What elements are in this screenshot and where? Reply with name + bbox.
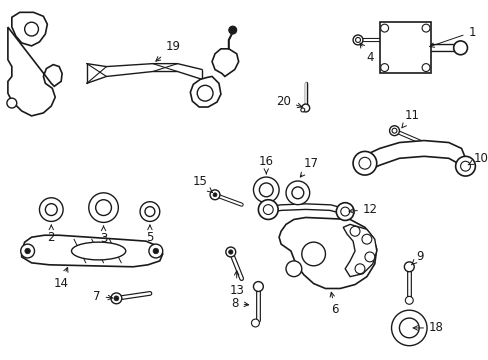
Circle shape [153, 248, 158, 254]
Text: 15: 15 [192, 175, 212, 193]
Circle shape [405, 296, 412, 304]
Circle shape [358, 157, 370, 169]
Circle shape [253, 282, 263, 292]
Circle shape [45, 204, 57, 216]
Circle shape [285, 181, 309, 204]
Circle shape [354, 264, 364, 274]
Circle shape [421, 24, 429, 32]
Polygon shape [8, 27, 62, 116]
Circle shape [355, 37, 360, 42]
Circle shape [453, 41, 467, 55]
Circle shape [251, 319, 259, 327]
Bar [379, 22, 430, 73]
Circle shape [40, 198, 63, 221]
Text: 18: 18 [412, 321, 443, 334]
Circle shape [258, 200, 278, 220]
Circle shape [228, 26, 236, 34]
Circle shape [340, 207, 349, 216]
Circle shape [380, 24, 388, 32]
Circle shape [228, 250, 232, 254]
Circle shape [111, 293, 122, 304]
Text: 1: 1 [429, 26, 475, 47]
Circle shape [225, 247, 235, 257]
Circle shape [352, 152, 376, 175]
Text: 6: 6 [329, 292, 338, 316]
Text: 3: 3 [100, 226, 107, 245]
Circle shape [336, 203, 353, 220]
Text: 12: 12 [348, 203, 377, 216]
Polygon shape [212, 49, 238, 76]
Polygon shape [343, 224, 376, 276]
Text: 5: 5 [146, 225, 153, 244]
Text: 19: 19 [156, 40, 181, 61]
Circle shape [20, 244, 35, 258]
Text: 16: 16 [258, 155, 273, 174]
Text: 2: 2 [47, 225, 55, 244]
Circle shape [349, 226, 359, 236]
Text: 4: 4 [360, 43, 373, 64]
Circle shape [421, 64, 429, 72]
Circle shape [210, 190, 220, 200]
Polygon shape [279, 217, 376, 288]
Circle shape [263, 204, 273, 215]
Circle shape [352, 35, 362, 45]
Circle shape [399, 318, 418, 338]
Polygon shape [12, 12, 47, 46]
Circle shape [380, 64, 388, 72]
Circle shape [24, 22, 39, 36]
Circle shape [389, 126, 399, 136]
Circle shape [149, 244, 163, 258]
Circle shape [300, 108, 304, 112]
Circle shape [460, 161, 469, 171]
Circle shape [391, 310, 426, 346]
Text: 11: 11 [401, 109, 419, 128]
Circle shape [114, 296, 119, 301]
Text: 14: 14 [54, 267, 68, 290]
Ellipse shape [71, 242, 125, 260]
Circle shape [301, 242, 325, 266]
Circle shape [391, 128, 396, 133]
Circle shape [364, 252, 374, 262]
Circle shape [361, 234, 371, 244]
Circle shape [291, 187, 303, 199]
Circle shape [197, 85, 213, 101]
Text: 9: 9 [410, 251, 423, 265]
Text: 20: 20 [276, 95, 302, 108]
Polygon shape [190, 76, 221, 107]
Circle shape [404, 262, 413, 272]
Polygon shape [21, 235, 163, 267]
Circle shape [213, 193, 217, 197]
Circle shape [89, 193, 118, 222]
Text: 10: 10 [467, 152, 488, 165]
Circle shape [253, 177, 279, 203]
Circle shape [140, 202, 160, 221]
Circle shape [7, 98, 17, 108]
Circle shape [144, 207, 155, 216]
Text: 8: 8 [231, 297, 248, 310]
Circle shape [25, 248, 30, 254]
Circle shape [301, 104, 309, 112]
Polygon shape [364, 140, 465, 175]
Circle shape [96, 200, 111, 216]
Circle shape [285, 261, 301, 276]
Text: 17: 17 [300, 157, 318, 177]
Text: 7: 7 [93, 290, 112, 303]
Circle shape [259, 183, 273, 197]
Text: 13: 13 [229, 271, 244, 297]
Circle shape [455, 156, 474, 176]
